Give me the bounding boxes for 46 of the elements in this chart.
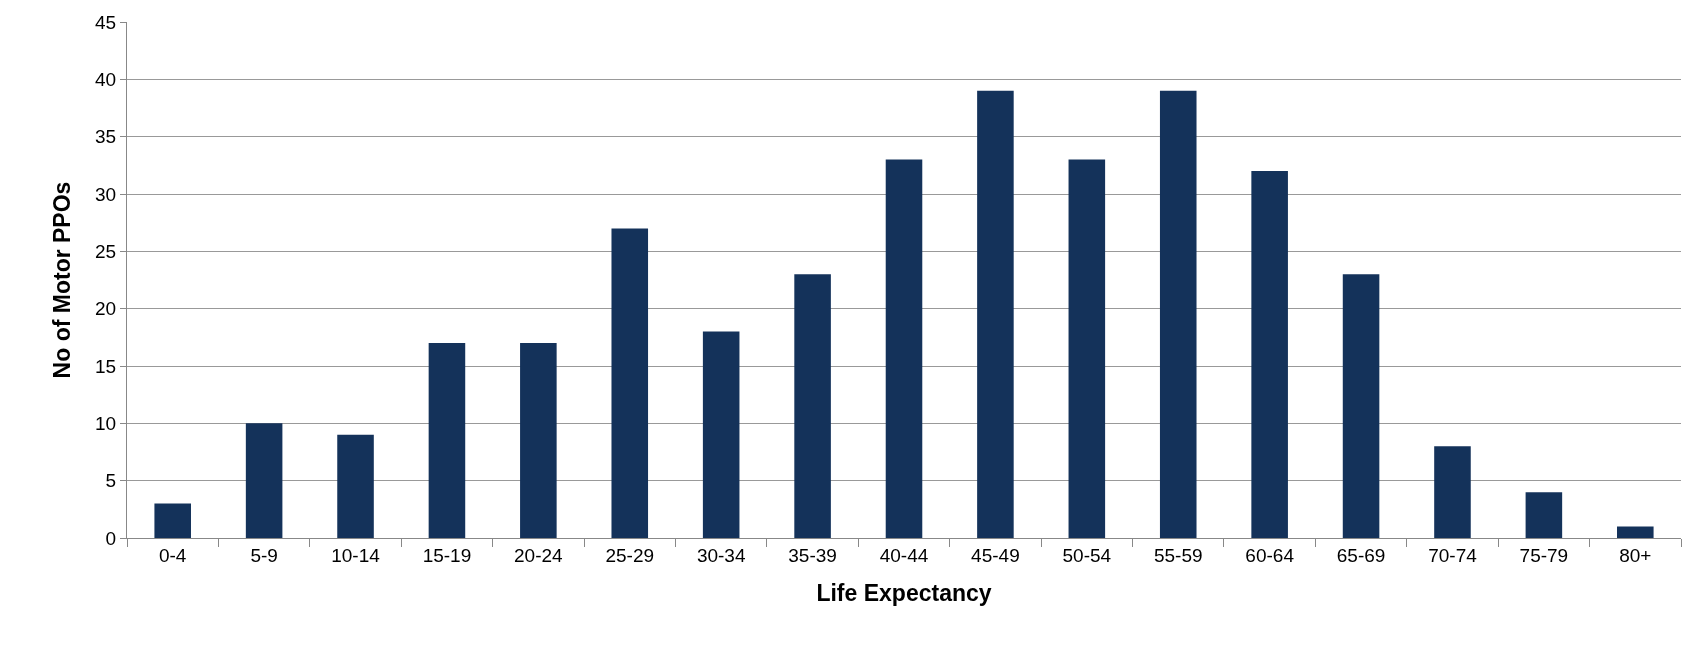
- x-tick-label: 60-64: [1245, 544, 1295, 566]
- bar: [885, 159, 923, 538]
- x-tick-label: 55-59: [1153, 544, 1203, 566]
- bar: [1251, 171, 1288, 538]
- bar: [154, 503, 191, 538]
- y-tick-label: 5: [105, 470, 117, 492]
- bar: [611, 228, 649, 538]
- bar: [428, 343, 466, 538]
- bar: [794, 274, 831, 538]
- x-tick-label: 70-74: [1428, 544, 1478, 566]
- x-tick-label: 45-49: [971, 544, 1020, 566]
- bar: [1525, 492, 1563, 538]
- y-tick-label: 0: [105, 527, 117, 549]
- x-tick-label: 30-34: [696, 544, 746, 566]
- bar: [1617, 526, 1654, 538]
- bar: [1159, 90, 1197, 538]
- bar: [1434, 446, 1471, 538]
- y-tick-label: 40: [95, 68, 117, 90]
- y-tick-label: 35: [95, 126, 117, 148]
- x-tick-label: 40-44: [879, 544, 929, 566]
- x-tick-label: 65-69: [1336, 544, 1386, 566]
- bar: [337, 434, 374, 538]
- y-tick-label: 20: [95, 298, 117, 320]
- bar: [702, 331, 740, 538]
- x-tick-label: 10-14: [331, 544, 381, 566]
- x-tick-label: 50-54: [1062, 544, 1112, 566]
- y-tick-label: 30: [95, 183, 117, 205]
- bar: [245, 423, 283, 538]
- bar: [977, 90, 1014, 538]
- y-axis-title: No of Motor PPOs: [48, 181, 75, 379]
- bar: [1068, 159, 1106, 538]
- x-tick-label: 20-24: [514, 544, 564, 566]
- x-tick-label: 5-9: [250, 544, 278, 566]
- bar: [520, 343, 557, 538]
- x-axis-title: Life Expectancy: [816, 580, 992, 607]
- x-tick-label: 0-4: [158, 544, 187, 566]
- y-tick-label: 10: [95, 412, 117, 434]
- x-tick-label: 80+: [1619, 544, 1652, 566]
- y-tick-label: 25: [95, 240, 117, 262]
- x-tick-label: 25-29: [605, 544, 655, 566]
- x-tick-label: 75-79: [1519, 544, 1569, 566]
- bar: [1342, 274, 1380, 538]
- y-tick-label: 15: [95, 355, 117, 377]
- x-tick-label: 35-39: [788, 544, 837, 566]
- x-tick-label: 15-19: [422, 544, 472, 566]
- y-tick-label: 45: [95, 11, 117, 33]
